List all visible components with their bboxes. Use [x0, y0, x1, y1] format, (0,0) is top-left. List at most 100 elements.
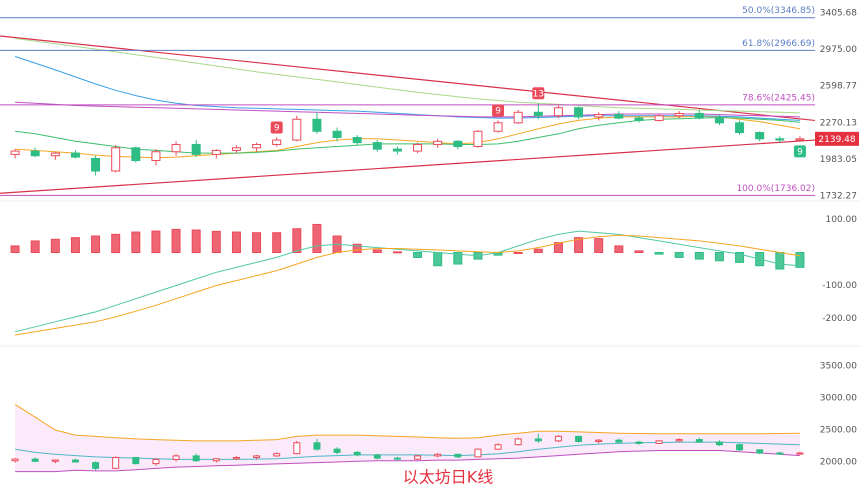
candle-body — [31, 458, 39, 462]
candle-body — [332, 130, 342, 139]
y-tick-label: 3500.00 — [820, 362, 857, 372]
candle-body — [453, 140, 463, 147]
candle-body — [533, 111, 543, 117]
macd-bar — [453, 252, 463, 265]
macd-bar — [131, 231, 141, 253]
signal-badge — [270, 121, 283, 134]
candle-body — [132, 456, 140, 465]
candle-body — [372, 142, 382, 150]
candle-body — [714, 117, 724, 124]
candle-body — [333, 448, 341, 453]
macd-bar — [433, 252, 443, 267]
price-tag-bg — [815, 131, 859, 146]
candle-body — [695, 439, 703, 443]
macd-bar — [714, 252, 724, 262]
candle-body — [252, 144, 262, 149]
line-series — [14, 230, 800, 333]
y-tick-label: -200.00 — [822, 314, 857, 324]
line-series — [15, 115, 800, 159]
candle-body — [614, 114, 624, 119]
macd-bar — [211, 230, 221, 254]
candle-body — [454, 453, 462, 458]
candle-body — [715, 441, 723, 446]
candle-body — [595, 439, 603, 443]
macd-bar — [292, 228, 302, 254]
candle-body — [434, 453, 442, 457]
candle-body — [735, 122, 745, 134]
line-series — [14, 403, 800, 442]
panel — [11, 403, 804, 473]
candle-body — [91, 157, 101, 172]
candle-body — [534, 438, 542, 442]
candle-body — [373, 454, 381, 459]
price-tag: 2139.48 — [818, 135, 855, 145]
y-tick-label: 2598.77 — [820, 82, 857, 92]
candle-body — [232, 456, 240, 460]
line-series — [14, 56, 800, 121]
candle-body — [654, 115, 664, 121]
y-tick-label: 1983.05 — [820, 155, 857, 165]
signal-label: 13 — [533, 89, 544, 99]
candle-body — [513, 111, 523, 124]
candle-body — [312, 118, 322, 132]
line-series — [15, 441, 800, 460]
candle-body — [493, 122, 503, 132]
y-tick-label: 2000.00 — [820, 457, 857, 467]
candle-body — [172, 455, 180, 460]
candle-body — [675, 439, 683, 442]
macd-bar — [694, 252, 704, 260]
y-tick-label: 3000.00 — [820, 393, 857, 403]
line-series — [15, 101, 800, 118]
candle-body — [352, 137, 362, 144]
candle-body — [554, 435, 562, 442]
trend-line — [0, 35, 815, 122]
macd-bar — [352, 243, 362, 253]
chart-title: 以太坊日K线 — [403, 468, 494, 487]
macd-bar — [413, 252, 423, 258]
candle-body — [433, 140, 443, 146]
y-tick-label: 2270.13 — [820, 118, 857, 128]
candle-body — [50, 152, 60, 157]
candle-body — [71, 459, 79, 463]
candle-body — [514, 438, 522, 446]
candle-body — [776, 452, 784, 455]
signal-label: 9 — [495, 106, 501, 116]
fib-label: 61.8%(2966.69) — [742, 39, 815, 49]
macd-bar — [91, 235, 101, 253]
macd-bar — [171, 228, 181, 253]
signal-label: 9 — [797, 147, 803, 157]
candle-body — [413, 144, 423, 152]
candle-body — [292, 118, 302, 141]
candle-body — [111, 147, 121, 172]
macd-bar — [252, 232, 262, 253]
candle-body — [131, 147, 141, 162]
candle-body — [473, 130, 483, 147]
macd-bar — [614, 245, 624, 253]
macd-bar — [372, 249, 382, 254]
signal-badge — [532, 87, 545, 100]
macd-bar — [50, 238, 60, 254]
candle-body — [594, 114, 604, 118]
macd-bar — [634, 250, 644, 254]
candle-body — [313, 442, 321, 450]
fib-label: 100.0%(1736.02) — [736, 184, 815, 194]
macd-bar — [795, 252, 805, 268]
candle-body — [615, 439, 623, 443]
y-tick-label: 3405.68 — [820, 9, 857, 19]
y-tick-label: 2500.00 — [820, 425, 857, 435]
trend-line — [0, 139, 815, 194]
signal-badge — [793, 145, 806, 158]
macd-bar — [735, 252, 745, 263]
macd-bar — [231, 231, 241, 253]
line-series — [15, 234, 800, 336]
candle-body — [634, 117, 644, 121]
panel — [10, 223, 805, 336]
macd-bar — [10, 245, 20, 253]
macd-bar — [775, 252, 785, 270]
macd-bar — [111, 233, 121, 254]
candle-body — [575, 435, 583, 443]
candle-body — [112, 456, 120, 469]
macd-bar — [151, 230, 161, 254]
candle-body — [171, 144, 181, 153]
candle-body — [272, 139, 282, 146]
